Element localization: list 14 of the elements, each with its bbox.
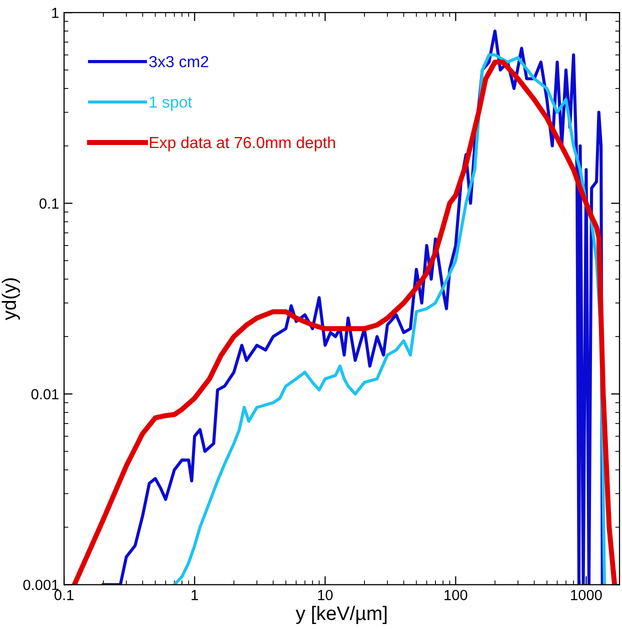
legend-label: 3x3 cm2 — [149, 56, 208, 68]
y-axis-title: yd(y) — [2, 278, 20, 320]
legend-label: Exp data at 76.0mm depth — [150, 136, 335, 152]
legend-label: 1 spot — [150, 96, 192, 111]
x-tick-label: 100 — [444, 590, 468, 600]
y-tick-label: 0.001 — [23, 580, 58, 590]
x-axis-title: y [keV/µm] — [296, 606, 387, 624]
y-tick-label: 0.01 — [31, 389, 58, 400]
x-tick-label: 1 — [192, 590, 198, 600]
y-tick-label: 0.1 — [40, 198, 58, 209]
x-tick-label: 10 — [318, 590, 333, 600]
x-tick-label: 0.1 — [54, 590, 74, 600]
y-tick-label: 1 — [52, 8, 58, 18]
x-tick-label: 1000 — [571, 590, 602, 600]
